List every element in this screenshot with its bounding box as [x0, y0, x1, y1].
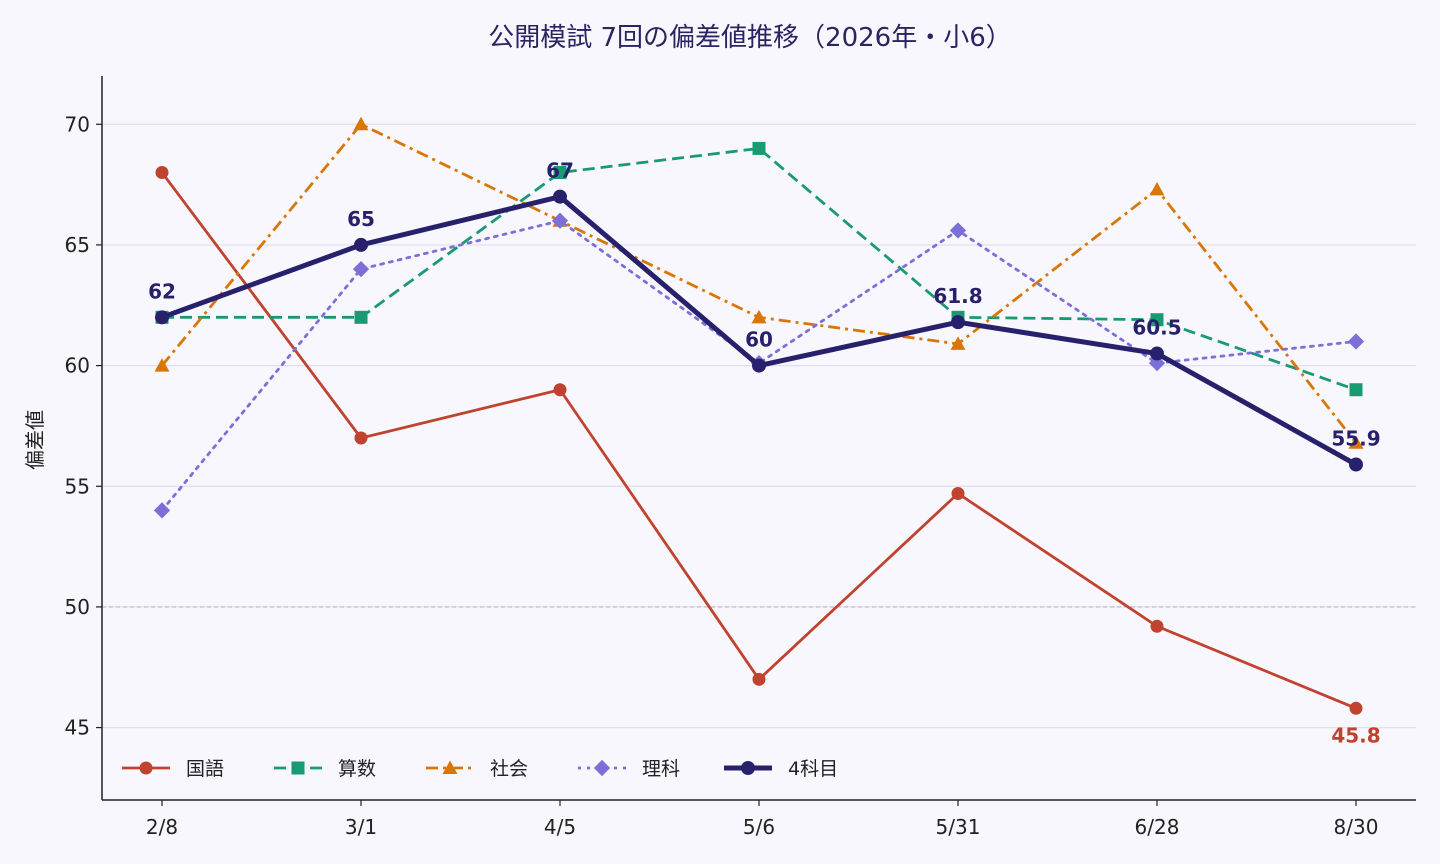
x-tick-label-3: 5/6	[743, 815, 775, 839]
series-4	[155, 189, 1363, 472]
legend-swatch-marker-0	[139, 761, 153, 775]
legend-swatch-marker-1	[291, 761, 305, 775]
data-label-4: 61.8	[933, 284, 982, 308]
data-label-1: 65	[347, 207, 375, 231]
point-1-6	[1349, 383, 1363, 397]
grid	[102, 123, 1416, 729]
x-tick-label-6: 8/30	[1334, 815, 1379, 839]
y-tick-label-50: 50	[65, 595, 90, 619]
data-label-6: 55.9	[1331, 427, 1380, 451]
point-0-4	[951, 487, 965, 501]
point-4-2	[553, 189, 567, 204]
x-tick-label-2: 4/5	[544, 815, 576, 839]
legend-swatch-marker-2	[442, 760, 458, 774]
point-0-0	[155, 166, 169, 180]
legend-item-1: 算数	[274, 758, 376, 780]
axes	[101, 76, 1416, 801]
y-tick-label-45: 45	[65, 716, 90, 740]
point-1-5	[1150, 313, 1164, 327]
point-2-3	[751, 309, 767, 324]
data-label-2: 67	[546, 159, 574, 183]
point-3-1	[352, 260, 370, 278]
chart-title: 公開模試 7回の偏差値推移（2026年・小6）	[488, 23, 1012, 53]
series-layer	[153, 116, 1365, 715]
x-tick-label-0: 2/8	[146, 815, 178, 839]
point-3-2	[551, 212, 569, 229]
legend-item-0: 国語	[122, 758, 224, 780]
data-label-0: 62	[148, 279, 176, 303]
point-0-3	[752, 672, 766, 686]
point-2-6	[1348, 435, 1364, 449]
point-4-3	[752, 358, 766, 373]
series-2	[154, 116, 1364, 449]
point-0-2	[553, 383, 567, 397]
x-tick-label-5: 6/28	[1135, 815, 1180, 839]
point-0-5	[1150, 619, 1164, 633]
point-1-1	[354, 310, 368, 324]
series-line-2	[160, 122, 1358, 444]
y-tick-label-60: 60	[65, 354, 90, 378]
point-2-1	[353, 116, 369, 131]
point-2-0	[154, 358, 170, 372]
point-4-4	[951, 315, 965, 330]
data-label-5: 60.5	[1132, 316, 1181, 340]
legend-label-0: 国語	[186, 758, 224, 780]
ticks: 45 50 55 60 65 70 2/8 3/1 4/5 5/6 5/31 6/28 8/30	[65, 112, 1379, 839]
legend-swatch-marker-3	[593, 759, 611, 777]
data-label-3: 60	[745, 328, 773, 352]
y-tick-label-55: 55	[65, 474, 90, 498]
point-1-3	[752, 141, 766, 155]
y-tick-label-65: 65	[65, 233, 90, 257]
y-axis-label: 偏差値	[23, 410, 47, 470]
point-4-0	[155, 310, 169, 325]
legend-item-3: 理科	[578, 758, 680, 780]
x-tick-label-1: 3/1	[345, 815, 377, 839]
point-3-4	[949, 222, 967, 239]
legend-swatch-marker-4	[741, 761, 755, 775]
series-line-1	[162, 146, 1357, 392]
data-labels: 62 65 67 60 61.8 60.5 55.9 45.8	[148, 159, 1381, 748]
legend-item-4: 4科目	[724, 758, 838, 780]
legend-label-4: 4科目	[788, 758, 838, 780]
legend-item-2: 社会	[426, 758, 528, 780]
point-1-2	[553, 166, 567, 180]
point-2-5	[1149, 181, 1165, 196]
legend-label-3: 理科	[642, 758, 680, 780]
legend-label-2: 社会	[490, 758, 528, 780]
point-4-1	[354, 237, 368, 252]
series-0	[155, 166, 1363, 715]
point-2-4	[950, 336, 966, 350]
point-0-1	[354, 431, 368, 445]
point-4-5	[1150, 346, 1164, 361]
legend-label-1: 算数	[338, 758, 376, 780]
y-tick-label-70: 70	[65, 112, 90, 136]
point-3-0	[153, 502, 171, 519]
point-4-6	[1349, 457, 1363, 472]
x-tick-label-4: 5/31	[936, 815, 981, 839]
legend: 国語 算数 社会 理科 4科目	[122, 758, 838, 780]
data-label-7: 45.8	[1331, 723, 1380, 747]
point-0-6	[1349, 701, 1363, 715]
point-3-6	[1347, 333, 1365, 350]
